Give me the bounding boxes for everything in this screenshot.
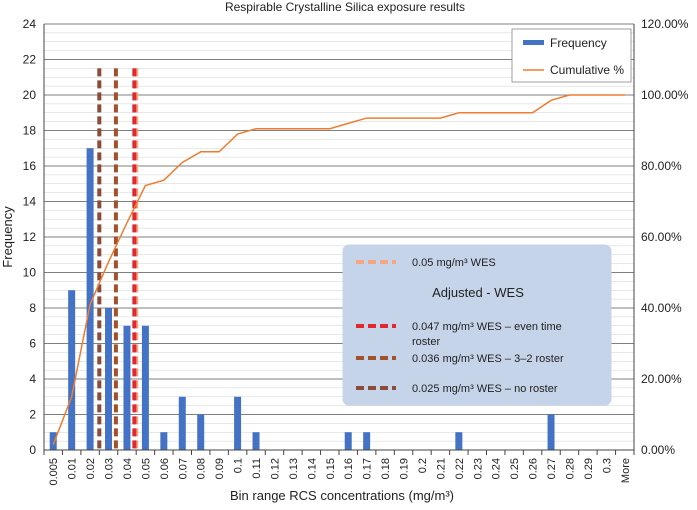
x-tick-label: 0.09 <box>214 458 226 479</box>
y-tick-label: 20 <box>23 88 37 102</box>
x-tick-label: 0.3 <box>601 458 613 473</box>
frequency-bar <box>197 414 205 450</box>
frequency-bar <box>105 308 113 450</box>
wes-legend-box <box>342 244 612 406</box>
y-tick-label: 8 <box>29 301 36 315</box>
wes-legend: 0.05 mg/m³ WES Adjusted - WES 0.047 mg/m³ … <box>342 244 612 406</box>
cumulative-series-line <box>52 94 625 445</box>
x-tick-label: 0.17 <box>362 458 374 479</box>
x-tick-label: 0.22 <box>454 458 466 479</box>
y-tick-label: 12 <box>23 230 37 244</box>
y-tick-label: 18 <box>23 124 37 138</box>
y2-tick-label: 40.00% <box>641 301 682 315</box>
frequency-bar <box>455 432 463 450</box>
x-tick-label: 0.16 <box>343 458 355 479</box>
x-tick-label: 0.1 <box>233 458 245 473</box>
y-tick-label: 22 <box>23 53 37 67</box>
x-tick-label: 0.12 <box>269 458 281 479</box>
x-tick-label: 0.01 <box>67 458 79 479</box>
frequency-bar <box>234 396 242 450</box>
chart-title: Respirable Crystalline Silica exposure r… <box>225 0 465 14</box>
wes-lines <box>97 68 139 450</box>
y2-tick-label: 80.00% <box>641 159 682 173</box>
y2-tick-label: 120.00% <box>641 17 689 31</box>
x-tick-label: 0.02 <box>85 458 97 479</box>
y2-tick-label: 0.00% <box>641 443 675 457</box>
legend-label-cumulative: Cumulative % <box>550 63 624 77</box>
bars <box>49 148 555 450</box>
wes-legend-label: 0.036 mg/m³ WES – 3–2 roster <box>412 353 564 365</box>
frequency-bar <box>252 432 260 450</box>
y-tick-label: 16 <box>23 159 37 173</box>
y-tick-label: 10 <box>23 266 37 280</box>
frequency-bar <box>123 325 131 450</box>
x-tick-label: More <box>620 458 632 483</box>
axes <box>43 24 635 455</box>
wes-legend-label: roster <box>412 336 440 348</box>
wes-legend-label: 0.047 mg/m³ WES – even time <box>412 321 562 333</box>
y-tick-label: 0 <box>29 443 36 457</box>
y2-axis-ticks: 0.00% 20.00% 40.00% 60.00% 80.00% 100.00% 120.… <box>641 17 689 457</box>
x-tick-label: 0.13 <box>288 458 300 479</box>
legend-swatch-frequency <box>523 40 544 45</box>
x-tick-label: 0.2 <box>417 458 429 473</box>
x-tick-label: 0.14 <box>306 458 318 479</box>
x-tick-label: 0.29 <box>583 458 595 479</box>
legend-label-frequency: Frequency <box>550 36 607 50</box>
x-axis-ticks: 0.005 0.01 0.02 0.03 0.04 0.05 0.06 0.07 0.08 0.0… <box>48 458 632 486</box>
frequency-bar <box>68 290 76 450</box>
frequency-bar <box>141 325 149 450</box>
x-tick-label: 0.25 <box>509 458 521 479</box>
x-tick-label: 0.21 <box>435 458 447 479</box>
x-tick-label: 0.28 <box>564 458 576 479</box>
wes-legend-label: 0.025 mg/m³ WES – no roster <box>412 383 558 395</box>
y-tick-label: 6 <box>29 337 36 351</box>
frequency-bar <box>344 432 352 450</box>
y-tick-label: 14 <box>23 195 37 209</box>
frequency-bar <box>49 432 57 450</box>
frequency-bar <box>547 414 555 450</box>
x-tick-label: 0.005 <box>48 458 60 486</box>
y-tick-label: 4 <box>29 372 36 386</box>
x-tick-label: 0.04 <box>122 458 134 479</box>
x-tick-label: 0.19 <box>399 458 411 479</box>
legend-box <box>511 28 632 83</box>
x-tick-label: 0.07 <box>177 458 189 479</box>
x-tick-label: 0.05 <box>140 458 152 479</box>
y2-tick-label: 100.00% <box>641 88 689 102</box>
y2-tick-label: 60.00% <box>641 230 682 244</box>
x-tick-label: 0.03 <box>104 458 116 479</box>
x-tick-label: 0.11 <box>251 458 263 479</box>
x-tick-label: 0.08 <box>196 458 208 479</box>
frequency-bar <box>363 432 371 450</box>
x-tick-label: 0.15 <box>325 458 337 479</box>
legend: Frequency Cumulative % <box>511 28 632 83</box>
frequency-bar <box>178 396 186 450</box>
wes-legend-label: 0.05 mg/m³ WES <box>412 257 496 269</box>
wes-legend-heading: Adjusted - WES <box>432 285 524 300</box>
cumulative-line <box>52 94 625 445</box>
x-tick-label: 0.26 <box>528 458 540 479</box>
y-tick-label: 2 <box>29 408 36 422</box>
x-tick-label: 0.23 <box>472 458 484 479</box>
x-tick-label: 0.06 <box>159 458 171 479</box>
x-tick-label: 0.24 <box>491 458 503 479</box>
x-tick-label: 0.18 <box>380 458 392 479</box>
x-tick-label: 0.27 <box>546 458 558 479</box>
y-tick-label: 24 <box>23 17 37 31</box>
y2-tick-label: 20.00% <box>641 372 682 386</box>
y-axis-label: Frequency <box>0 206 15 268</box>
x-axis-label: Bin range RCS concentrations (mg/m³) <box>230 488 454 503</box>
frequency-bar <box>160 432 168 450</box>
frequency-bar <box>86 148 94 450</box>
